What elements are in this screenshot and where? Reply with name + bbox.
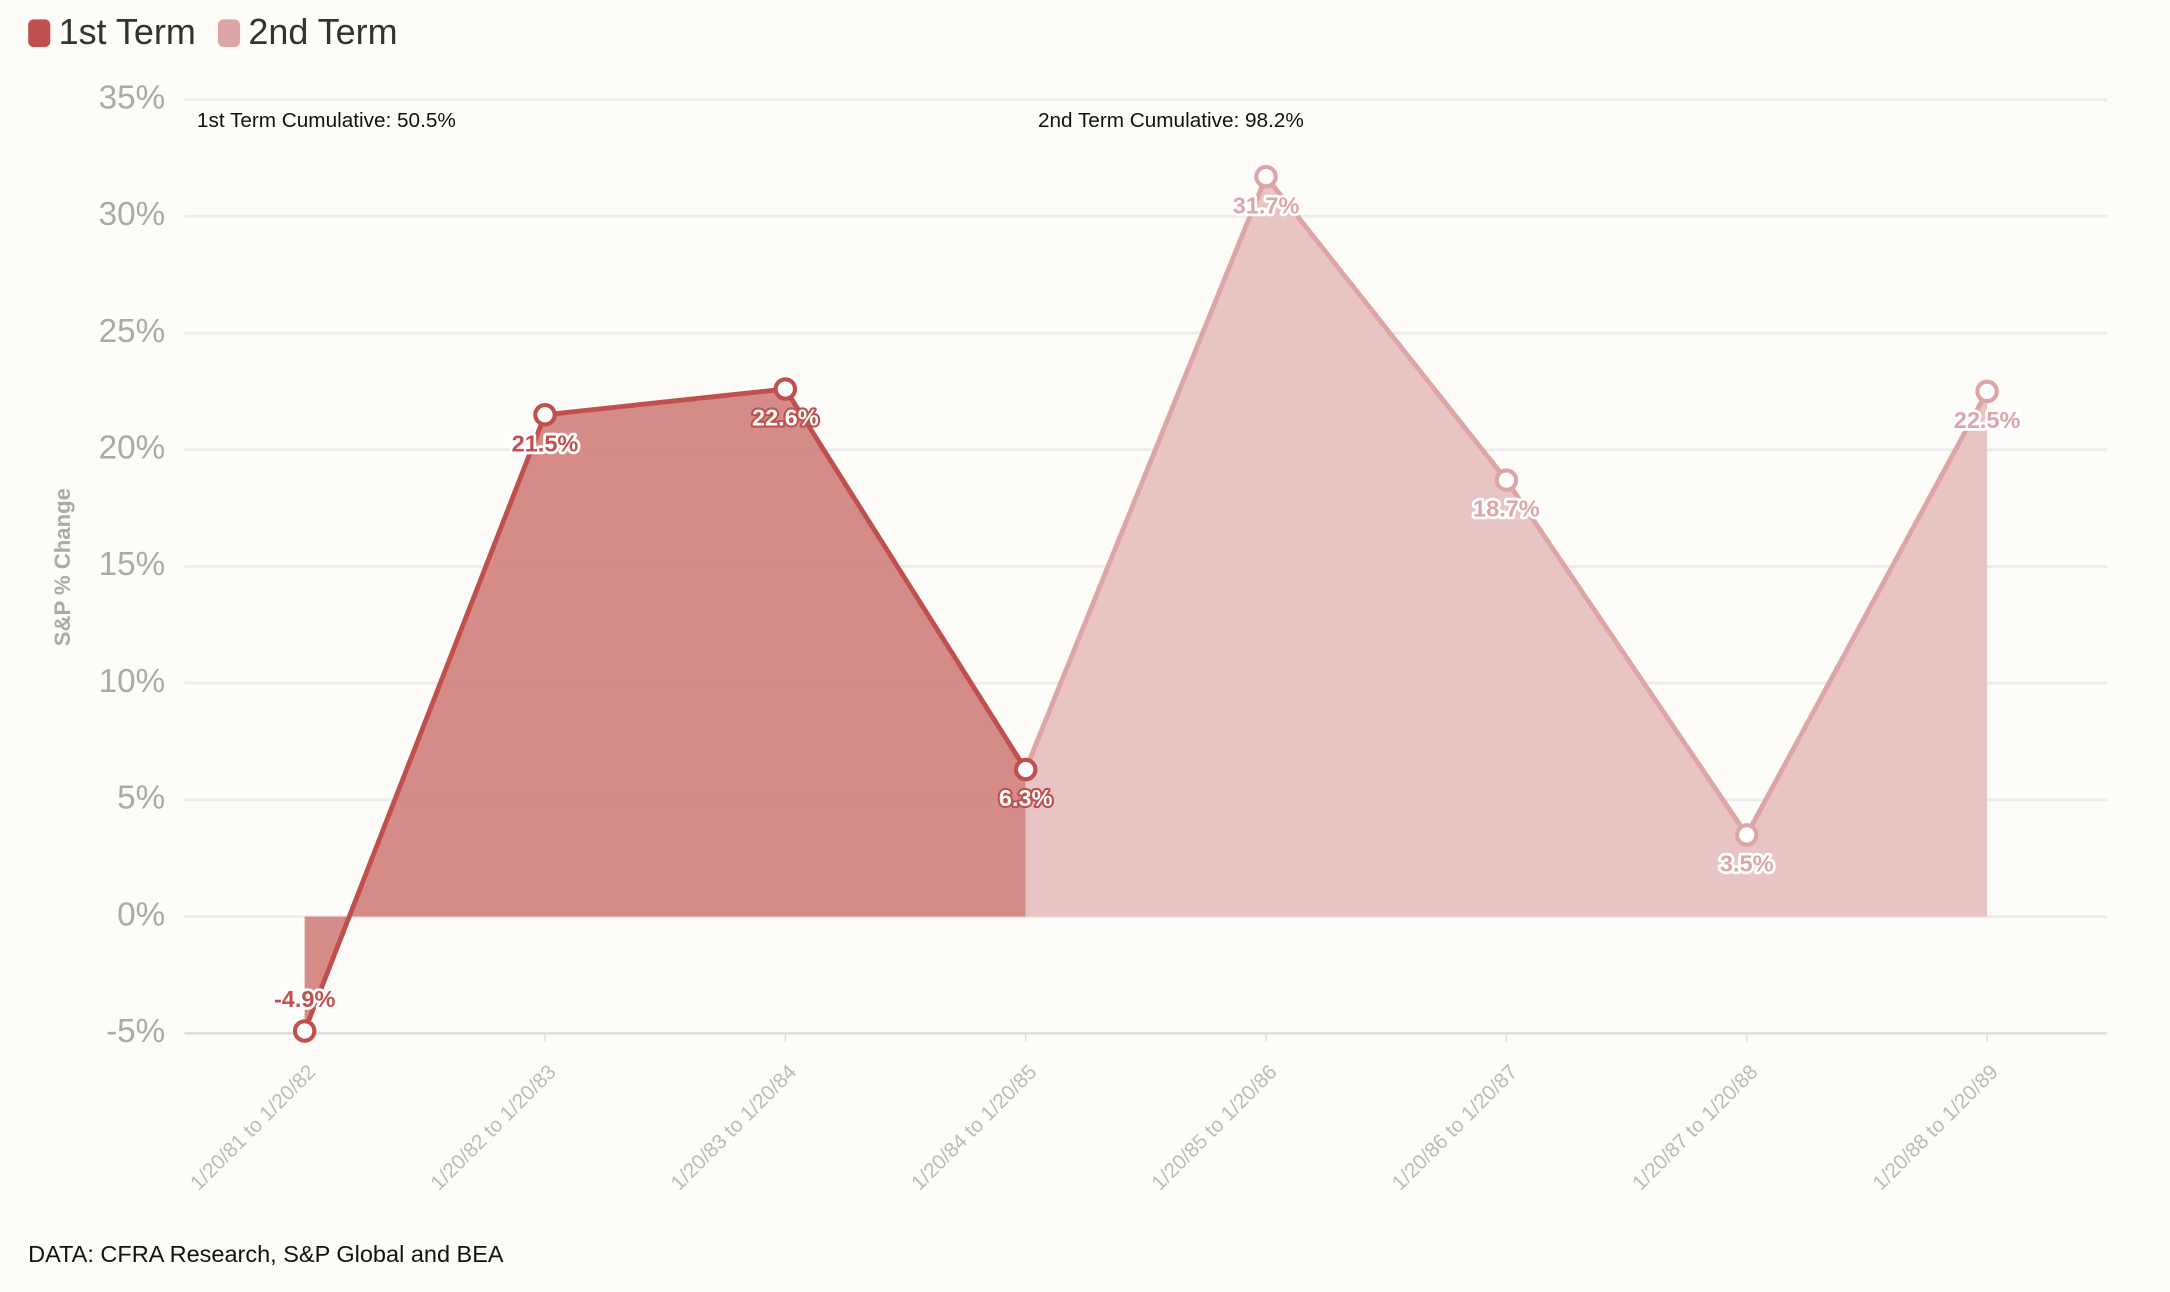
data-label: 3.5% (1720, 851, 1774, 877)
data-label: 22.6% (752, 405, 819, 431)
point (1975, 379, 1999, 404)
area (304, 389, 1026, 1031)
data-label: 6.3% (999, 785, 1053, 811)
point (1494, 468, 1519, 492)
y-tick-label: 10% (99, 663, 165, 700)
y-tick-label: 20% (99, 430, 165, 467)
annotation: 1st Term Cumulative: 50.5% (197, 109, 456, 132)
y-tick-label: 15% (99, 546, 165, 583)
point (292, 1019, 317, 1043)
legend-label: 2nd Term (248, 11, 397, 52)
legend-swatch (217, 19, 241, 48)
point (533, 402, 557, 427)
data-label: -4.9% (274, 986, 335, 1012)
point (1254, 164, 1278, 189)
data-label: 18.7% (1473, 496, 1540, 522)
point (1013, 757, 1038, 782)
legend-label: 1st Term (59, 11, 196, 52)
y-tick-label: -5% (106, 1013, 165, 1050)
line (302, 386, 1028, 1032)
point (773, 377, 798, 401)
source: DATA: CFRA Research, S&P Global and BEA (28, 1241, 504, 1267)
y-tick-label: 30% (99, 196, 165, 233)
annotation: 2nd Term Cumulative: 98.2% (1038, 109, 1304, 132)
y-tick-label: 35% (99, 79, 165, 116)
data-label: 22.5% (1954, 407, 2021, 433)
legend-swatch (28, 19, 51, 48)
point (1734, 823, 1759, 847)
area (1025, 176, 1988, 917)
data-label: 21.5% (512, 430, 579, 456)
bridge-line (1023, 175, 1269, 771)
line (1264, 175, 1990, 840)
data-label: 31.7% (1233, 192, 1300, 218)
y-tick-label: 25% (99, 313, 165, 350)
y-tick-label: 5% (117, 780, 165, 817)
y-axis-label: S&P % Change (50, 488, 75, 646)
y-tick-label: 0% (117, 896, 165, 933)
